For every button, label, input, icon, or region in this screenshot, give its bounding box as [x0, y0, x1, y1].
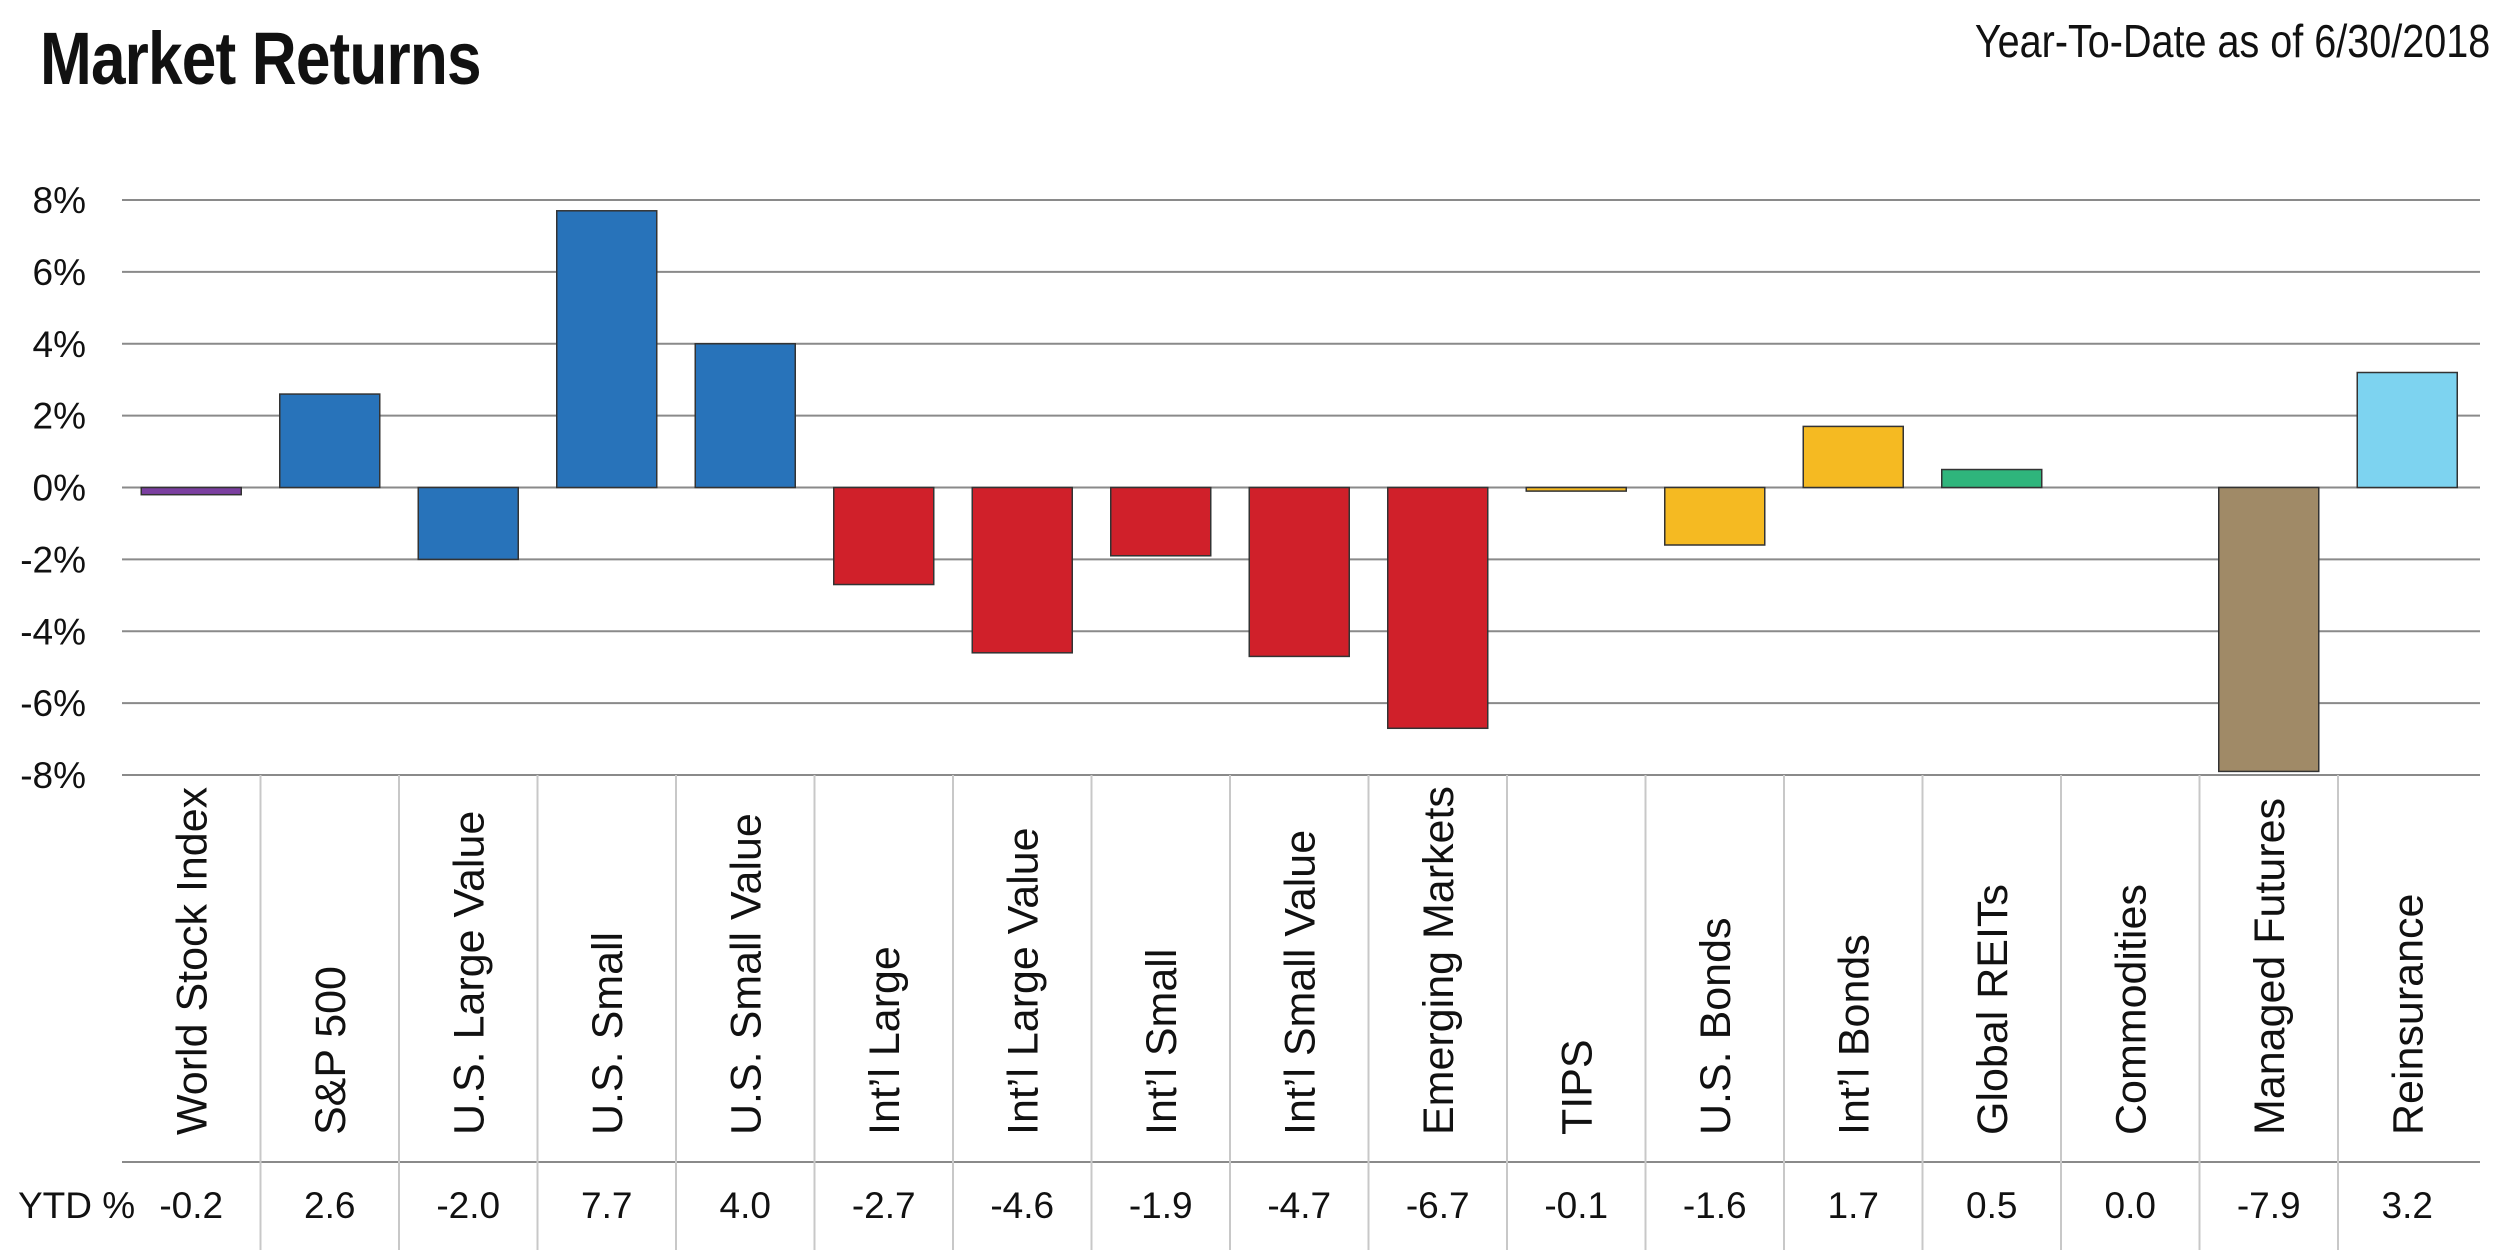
value-label: 7.7: [581, 1185, 632, 1226]
bar: [279, 393, 381, 489]
y-axis-ticks: 8% 6% 4% 2% 0% -2% -4% -6% -8%: [20, 180, 86, 796]
bar: [1941, 468, 2043, 489]
bar: [1248, 486, 1350, 658]
category-labels: World Stock Index S&P 500 U.S. Large Value…: [168, 786, 2432, 1135]
chart-title: Market Returns: [40, 17, 482, 100]
value-label: 2.6: [304, 1185, 355, 1226]
value-label: 3.2: [2382, 1185, 2433, 1226]
bars: [140, 210, 2458, 773]
value-label: -6.7: [1406, 1185, 1470, 1226]
category-label: Int’l Large Value: [999, 827, 1047, 1135]
category-label: Int’l Large: [861, 946, 909, 1135]
y-tick-label: 2%: [33, 396, 86, 437]
y-tick-label: 8%: [33, 180, 86, 221]
y-tick-label: 6%: [33, 252, 86, 293]
bar: [140, 486, 242, 496]
value-label: -1.9: [1129, 1185, 1193, 1226]
category-label: Int’l Small: [1138, 949, 1186, 1135]
category-label: Int’l Bonds: [1830, 934, 1878, 1135]
chart-subtitle: Year-To-Date as of 6/30/2018: [1974, 15, 2490, 67]
category-separators: [259, 775, 2339, 1250]
bar: [694, 343, 796, 489]
value-label: 1.7: [1828, 1185, 1879, 1226]
category-label: Global REITs: [1969, 884, 2017, 1135]
category-label: S&P 500: [307, 966, 355, 1135]
row-label: YTD %: [18, 1185, 135, 1226]
y-tick-label: 4%: [33, 324, 86, 365]
bar: [556, 210, 658, 489]
category-label: U.S. Small: [584, 932, 632, 1135]
value-row: -0.2 2.6 -2.0 7.7 4.0 -2.7 -4.6 -1.9 -4.7 -6.7 -0.…: [18, 1185, 2433, 1226]
category-label: Int’l Small Value: [1276, 830, 1324, 1135]
bar: [971, 486, 1073, 654]
y-tick-label: 0%: [33, 468, 86, 509]
value-label: 0.0: [2105, 1185, 2156, 1226]
value-label: -0.2: [159, 1185, 223, 1226]
category-label: TIPS: [1553, 1039, 1601, 1135]
bar: [833, 486, 935, 586]
bar: [1802, 425, 1904, 489]
value-label: -1.6: [1683, 1185, 1747, 1226]
y-tick-label: -6%: [20, 683, 86, 724]
bar: [1387, 486, 1489, 730]
value-label: -7.9: [2237, 1185, 2301, 1226]
category-label: U.S. Small Value: [722, 813, 770, 1135]
y-tick-label: -4%: [20, 611, 86, 652]
category-label: Managed Futures: [2246, 798, 2294, 1135]
value-label: -4.7: [1267, 1185, 1331, 1226]
category-label: Reinsurance: [2384, 894, 2432, 1135]
value-label: 0.5: [1966, 1185, 2017, 1226]
value-label: -2.7: [852, 1185, 916, 1226]
value-label: -0.1: [1544, 1185, 1608, 1226]
bar: [1664, 486, 1766, 546]
category-label: U.S. Bonds: [1692, 918, 1740, 1136]
bar: [2218, 486, 2320, 773]
category-label: World Stock Index: [168, 786, 216, 1135]
category-label: U.S. Large Value: [445, 811, 493, 1135]
value-label: -2.0: [436, 1185, 500, 1226]
bar: [1525, 486, 1627, 492]
y-tick-label: -2%: [20, 539, 86, 580]
bar: [2356, 371, 2458, 489]
value-label: -4.6: [990, 1185, 1054, 1226]
value-label: 4.0: [720, 1185, 771, 1226]
y-tick-label: -8%: [20, 755, 86, 796]
category-label: Emerging Markets: [1415, 786, 1463, 1135]
category-label: Commodities: [2107, 884, 2155, 1135]
bar: [1110, 486, 1212, 557]
bar: [417, 486, 519, 561]
